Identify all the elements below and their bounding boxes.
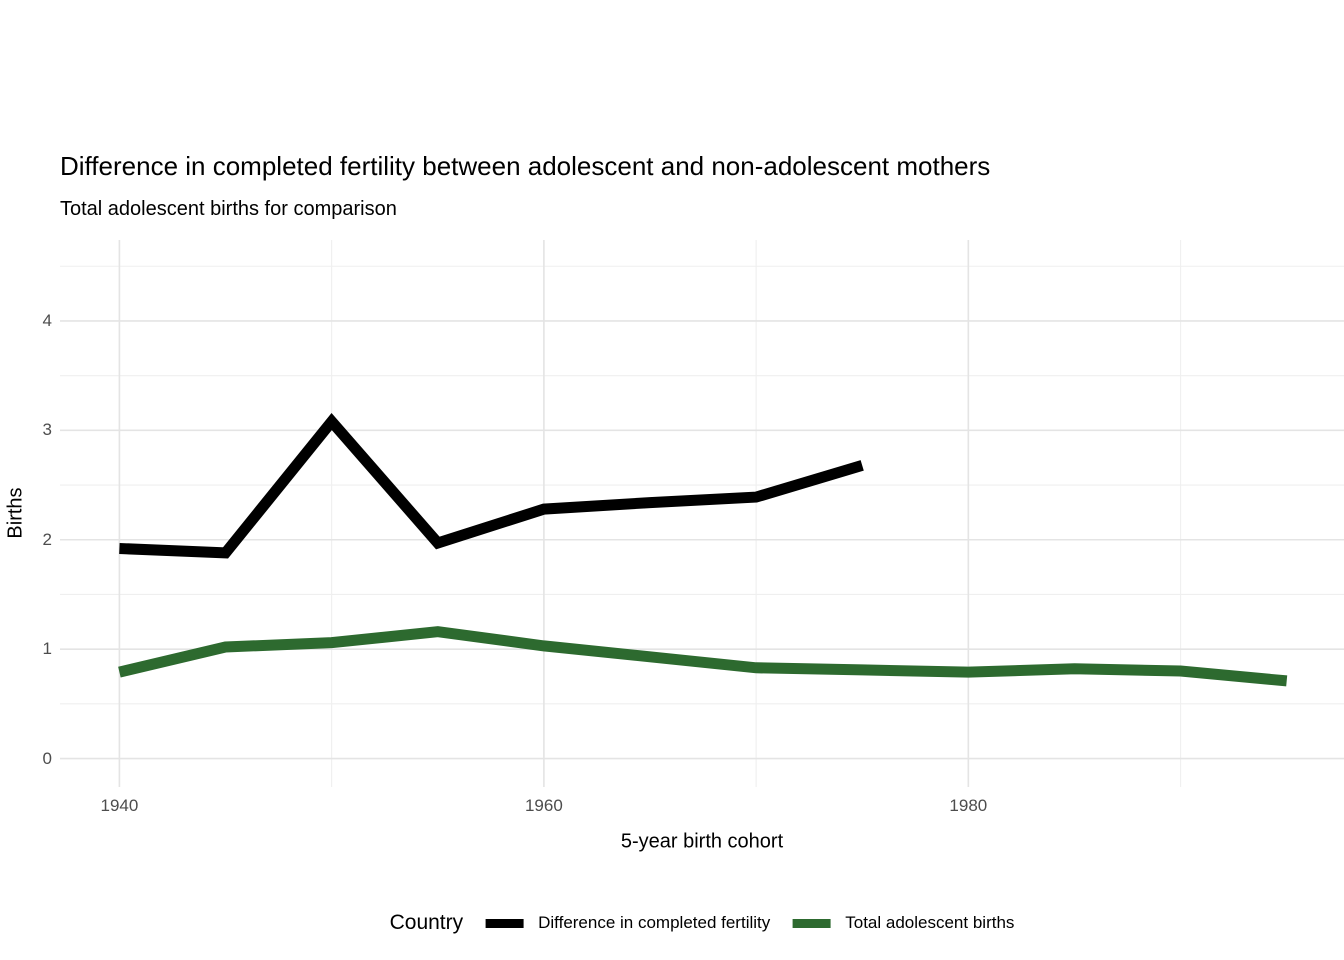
- series-line-0: [119, 413, 864, 559]
- y-tick-label: 4: [42, 310, 52, 330]
- series-line-1: [118, 626, 1288, 687]
- chart-subtitle: Total adolescent births for comparison: [60, 198, 397, 220]
- legend-label: Total adolescent births: [845, 913, 1015, 932]
- legend-title: Country: [389, 911, 464, 934]
- y-tick-label: 0: [42, 748, 52, 768]
- legend-item-difference: Difference in completed fertility: [485, 913, 770, 933]
- x-tick-label: 1980: [949, 796, 988, 815]
- y-tick-label: 2: [42, 529, 52, 549]
- chart-title: Difference in completed fertility betwee…: [60, 151, 991, 181]
- x-tick-label: 1940: [100, 796, 139, 815]
- y-tick-label: 1: [42, 639, 52, 659]
- x-axis-title: 5-year birth cohort: [620, 830, 784, 853]
- y-tick-label: 3: [42, 420, 52, 440]
- legend-label: Difference in completed fertility: [538, 913, 771, 932]
- legend-swatch-green-line: [792, 918, 831, 928]
- legend-item-total-births: Total adolescent births: [792, 913, 1014, 933]
- legend-swatch-black-line: [485, 918, 524, 928]
- x-tick-label: 1960: [524, 796, 563, 815]
- y-axis-title: Births: [4, 487, 27, 539]
- legend: Country Difference in completed fertilit…: [390, 911, 1015, 935]
